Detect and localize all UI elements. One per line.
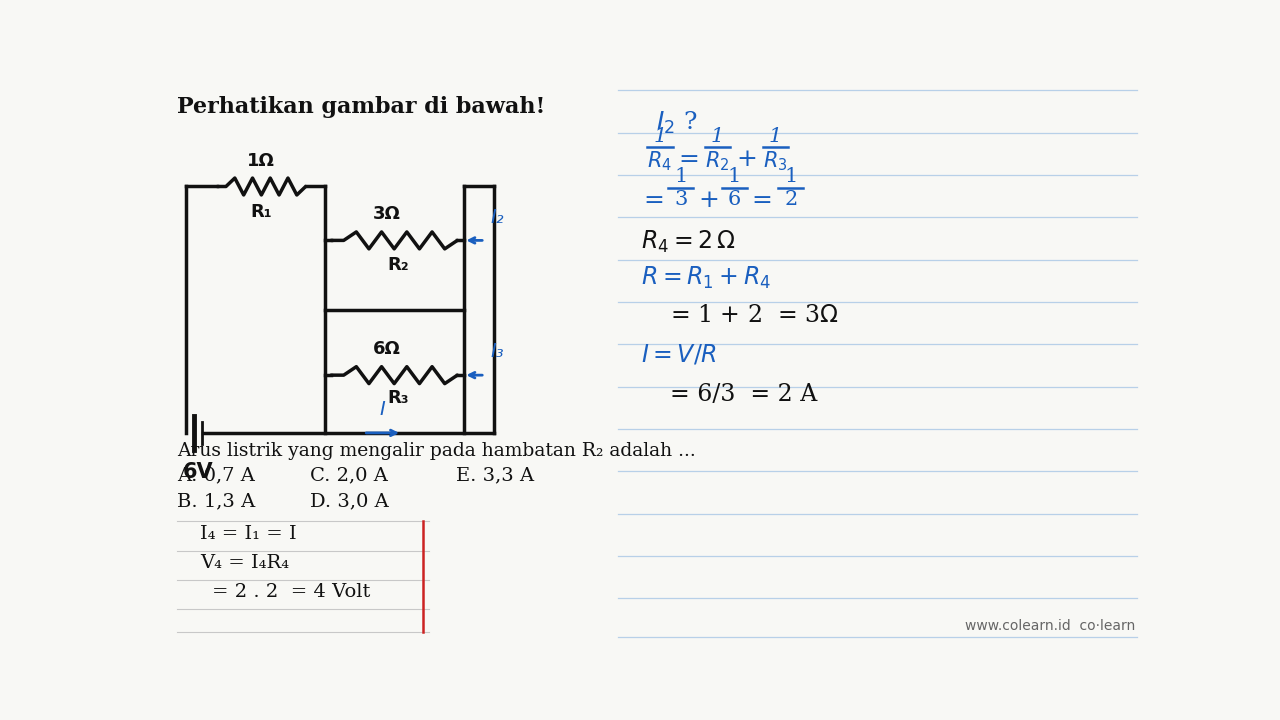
- Text: I₃: I₃: [490, 342, 504, 361]
- Text: =: =: [644, 189, 664, 212]
- Text: A. 0,7 A: A. 0,7 A: [177, 467, 255, 485]
- Text: R₂: R₂: [388, 256, 408, 274]
- Text: E. 3,3 A: E. 3,3 A: [456, 467, 534, 485]
- Text: 1Ω: 1Ω: [247, 151, 275, 169]
- Text: $R_4 = 2\,\Omega$: $R_4 = 2\,\Omega$: [640, 229, 735, 255]
- Text: V₄ = I₄R₄: V₄ = I₄R₄: [200, 554, 289, 572]
- Text: I₄ = I₁ = I: I₄ = I₁ = I: [200, 525, 297, 543]
- Text: = 2 . 2  = 4 Volt: = 2 . 2 = 4 Volt: [211, 583, 370, 601]
- Text: 2: 2: [785, 190, 797, 210]
- Text: 1: 1: [728, 168, 741, 186]
- Text: =: =: [678, 148, 700, 171]
- Text: D. 3,0 A: D. 3,0 A: [310, 492, 388, 510]
- Text: 1: 1: [785, 168, 797, 186]
- Text: R₃: R₃: [388, 389, 408, 407]
- Text: Perhatikan gambar di bawah!: Perhatikan gambar di bawah!: [177, 96, 545, 117]
- Text: = 6/3  = 2 A: = 6/3 = 2 A: [669, 383, 817, 406]
- Text: +: +: [698, 189, 719, 212]
- Text: 1: 1: [653, 127, 667, 145]
- Text: $R = R_1 + R_4$: $R = R_1 + R_4$: [640, 265, 771, 291]
- Text: 1: 1: [710, 127, 724, 145]
- Text: www.colearn.id  co·learn: www.colearn.id co·learn: [965, 619, 1135, 633]
- Text: = 1 + 2  = 3$\Omega$: = 1 + 2 = 3$\Omega$: [669, 304, 838, 327]
- Text: 3Ω: 3Ω: [372, 205, 401, 223]
- Text: $I = V/R$: $I = V/R$: [640, 342, 717, 366]
- Text: $\mathit{I_2}$ ?: $\mathit{I_2}$ ?: [657, 109, 698, 135]
- Text: 6Ω: 6Ω: [372, 341, 401, 359]
- Text: $R_4$: $R_4$: [648, 150, 672, 173]
- Text: 6V: 6V: [183, 462, 214, 482]
- Text: 3: 3: [675, 190, 687, 210]
- Text: B. 1,3 A: B. 1,3 A: [177, 492, 255, 510]
- Text: I₂: I₂: [490, 207, 504, 227]
- Text: C. 2,0 A: C. 2,0 A: [310, 467, 388, 485]
- Text: $R_3$: $R_3$: [763, 150, 787, 173]
- Text: I: I: [380, 400, 385, 419]
- Text: $R_2$: $R_2$: [705, 150, 730, 173]
- Text: +: +: [736, 148, 758, 171]
- Text: 6: 6: [728, 190, 741, 210]
- Text: Arus listrik yang mengalir pada hambatan R₂ adalah ...: Arus listrik yang mengalir pada hambatan…: [177, 442, 696, 460]
- Text: 1: 1: [769, 127, 782, 145]
- Text: 1: 1: [675, 168, 687, 186]
- Text: R₁: R₁: [250, 204, 271, 222]
- Text: =: =: [751, 189, 773, 212]
